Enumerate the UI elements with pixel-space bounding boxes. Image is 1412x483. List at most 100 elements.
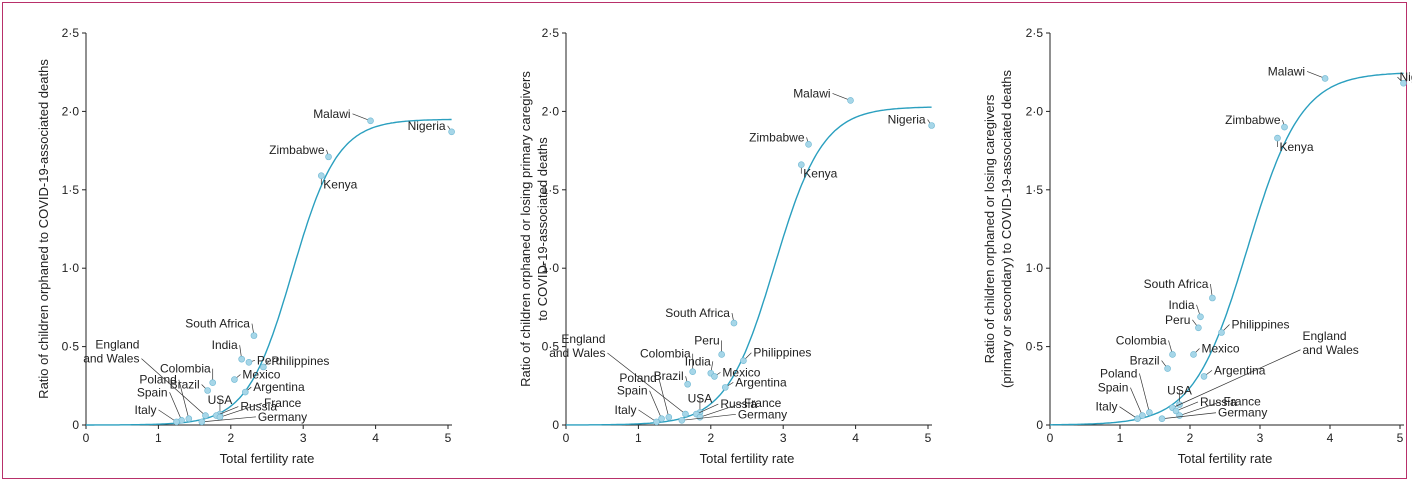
x-tick-label: 2 [1187, 431, 1194, 445]
point-label-usa: USA [688, 391, 713, 405]
point-label-france: France [744, 396, 782, 410]
data-point-malawi [1321, 75, 1329, 82]
data-point-mexico [711, 373, 718, 380]
data-point-kenya [317, 172, 325, 179]
point-label-spain: Spain [617, 384, 648, 398]
data-point-brazil [204, 387, 211, 394]
x-tick-label: 1 [635, 431, 642, 445]
y-tick-label: 0·5 [62, 340, 80, 354]
point-label-brazil: Brazil [1130, 354, 1160, 368]
point-label-mexico: Mexico [242, 368, 280, 382]
x-axis-label: Total fertility rate [1178, 451, 1273, 466]
point-label-italy: Italy [614, 403, 636, 417]
data-point-india [238, 355, 245, 363]
x-tick-label: 0 [1047, 431, 1054, 445]
data-point-england-and-wales [202, 412, 209, 419]
x-tick-label: 1 [155, 431, 162, 445]
point-label-south-africa: South Africa [665, 306, 730, 320]
point-label-philippines: Philippines [1232, 317, 1290, 331]
data-point-brazil [1164, 365, 1171, 372]
point-label-nigeria: Nigeria [1400, 70, 1412, 84]
leader-line-germany [201, 416, 256, 423]
data-point-russia [1172, 407, 1180, 415]
leader-line-poland [658, 378, 670, 418]
point-label-nigeria: Nigeria [408, 119, 446, 133]
point-label-poland: Poland [619, 371, 656, 385]
leader-line-spain [649, 390, 662, 419]
data-point-england-and-wales [682, 410, 689, 418]
x-tick-label: 4 [372, 431, 379, 445]
data-point-malawi [367, 117, 374, 125]
x-tick-label: 5 [1397, 431, 1404, 445]
leader-line-spain [1130, 387, 1143, 416]
y-tick-label: 0 [1036, 418, 1043, 432]
data-point-germany [678, 416, 686, 424]
point-label-usa: USA [208, 393, 233, 407]
y-tick-label: 2·0 [62, 104, 80, 118]
point-label-kenya: Kenya [1280, 140, 1314, 154]
point-label-malawi: Malawi [1268, 64, 1305, 78]
chart-panel-2: 0 1 2 3 4 5 0 0·5 1·0 1·5 2·0 2·5 Total fertility ra… [518, 26, 935, 466]
data-point-italy [1134, 415, 1141, 423]
fitted-curve [566, 106, 932, 426]
data-point-philippines [1218, 329, 1225, 336]
point-label-nigeria: Nigeria [888, 113, 926, 127]
x-tick-label: 3 [780, 431, 787, 445]
leader-line-italy [158, 409, 177, 423]
point-label-argentina: Argentina [735, 375, 787, 389]
x-axis-label: Total fertility rate [700, 451, 795, 466]
data-point-germany [198, 418, 206, 426]
leader-line-germany [681, 413, 736, 421]
point-label-mexico: Mexico [722, 365, 760, 379]
point-label-france: France [1224, 395, 1262, 409]
data-point-peru [245, 358, 253, 366]
data-point-south-africa [730, 319, 738, 327]
x-tick-label: 2 [707, 431, 714, 445]
data-point-zimbabwe [1281, 123, 1288, 131]
leader-line-england-and-wales [141, 358, 206, 416]
leader-line-england-and-wales [1172, 349, 1301, 409]
data-point-malawi [847, 97, 854, 104]
point-label-india: India [212, 338, 238, 352]
data-point-nigeria [928, 122, 935, 129]
point-label-russia: Russia [240, 400, 277, 414]
data-point-peru [718, 351, 725, 358]
point-label-germany: Germany [738, 407, 787, 421]
point-label-south-africa: South Africa [185, 317, 250, 331]
data-point-france [216, 413, 224, 421]
data-point-colombia [209, 379, 216, 386]
x-tick-label: 0 [83, 431, 90, 445]
leader-line-poland [1139, 373, 1150, 413]
point-label-zimbabwe: Zimbabwe [269, 143, 325, 157]
point-label-colombia: Colombia [160, 362, 211, 376]
data-point-south-africa [1209, 294, 1216, 302]
point-label-france: France [264, 396, 302, 410]
leader-line-france [699, 402, 743, 418]
leader-line-england-and-wales [607, 352, 686, 415]
x-tick-label: 3 [1257, 431, 1264, 445]
chart-panel-1: 0 1 2 3 4 5 0 0·5 1·0 1·5 2·0 2·5 Total fertility ra… [36, 26, 455, 466]
point-label-spain: Spain [137, 385, 168, 399]
y-tick-label: 1·0 [1026, 261, 1044, 275]
leader-line-italy [1119, 406, 1138, 420]
y-axis-label: Ratio of children orphaned or losing pri… [518, 71, 550, 387]
data-point-poland [1146, 409, 1153, 416]
data-point-france [1176, 412, 1183, 419]
point-label-india: India [685, 354, 711, 368]
leader-line-russia [696, 403, 719, 415]
data-point-zimbabwe [325, 153, 332, 161]
point-label-philippines: Philippines [271, 354, 329, 368]
data-point-mexico [1190, 351, 1197, 358]
point-label-england-and-wales: England and Wales [1303, 329, 1359, 357]
y-tick-label: 1·0 [542, 261, 560, 275]
data-point-philippines [740, 357, 747, 365]
point-label-england-and-wales: England and Wales [83, 338, 139, 366]
data-point-italy [653, 418, 660, 426]
x-tick-label: 1 [1117, 431, 1124, 445]
data-point-argentina [1200, 373, 1208, 380]
data-point-south-africa [250, 332, 258, 339]
data-point-italy [173, 418, 180, 426]
data-point-colombia [1169, 351, 1176, 358]
point-label-germany: Germany [258, 410, 307, 424]
